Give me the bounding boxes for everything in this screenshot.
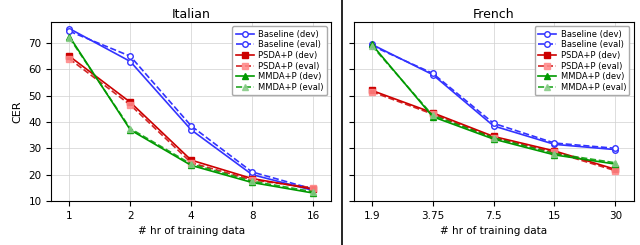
Y-axis label: CER: CER (13, 100, 23, 123)
PSDA+P (eval) (66, 57, 74, 60)
Line: PSDA+P (eval): PSDA+P (eval) (67, 56, 316, 191)
MMDA+P (dev) (611, 163, 619, 166)
PSDA+P (dev) (188, 159, 195, 162)
Line: MMDA+P (eval): MMDA+P (eval) (67, 35, 316, 195)
Line: PSDA+P (dev): PSDA+P (dev) (67, 53, 316, 192)
Baseline (dev) (429, 73, 436, 76)
PSDA+P (dev) (368, 89, 376, 92)
MMDA+P (dev) (368, 43, 376, 46)
Line: PSDA+P (dev): PSDA+P (dev) (369, 88, 618, 172)
Baseline (eval) (188, 124, 195, 127)
MMDA+P (eval) (611, 161, 619, 164)
Baseline (eval) (309, 188, 317, 191)
PSDA+P (dev) (309, 188, 317, 191)
PSDA+P (eval) (490, 136, 497, 139)
MMDA+P (eval) (248, 180, 256, 183)
Baseline (eval) (550, 142, 558, 145)
Line: PSDA+P (eval): PSDA+P (eval) (369, 89, 618, 173)
MMDA+P (dev) (66, 35, 74, 38)
MMDA+P (eval) (429, 114, 436, 117)
Baseline (eval) (248, 171, 256, 173)
Title: Italian: Italian (172, 8, 211, 21)
PSDA+P (eval) (127, 103, 134, 106)
Baseline (dev) (368, 43, 376, 46)
X-axis label: # hr of training data: # hr of training data (138, 226, 244, 236)
Baseline (dev) (550, 143, 558, 146)
MMDA+P (eval) (66, 36, 74, 39)
Baseline (eval) (490, 122, 497, 125)
PSDA+P (eval) (429, 113, 436, 116)
PSDA+P (dev) (490, 135, 497, 138)
MMDA+P (eval) (490, 136, 497, 139)
Baseline (dev) (188, 128, 195, 131)
Baseline (dev) (309, 189, 317, 192)
Baseline (dev) (611, 148, 619, 151)
PSDA+P (dev) (611, 168, 619, 171)
MMDA+P (eval) (127, 127, 134, 130)
MMDA+P (eval) (309, 190, 317, 193)
Baseline (dev) (127, 60, 134, 63)
Baseline (eval) (611, 147, 619, 150)
PSDA+P (eval) (611, 169, 619, 172)
PSDA+P (dev) (127, 101, 134, 104)
Baseline (eval) (429, 72, 436, 75)
MMDA+P (dev) (309, 192, 317, 195)
PSDA+P (eval) (248, 178, 256, 181)
Legend: Baseline (dev), Baseline (eval), PSDA+P (dev), PSDA+P (eval), MMDA+P (dev), MMDA: Baseline (dev), Baseline (eval), PSDA+P … (232, 26, 327, 95)
Baseline (dev) (248, 173, 256, 176)
Line: Baseline (eval): Baseline (eval) (369, 43, 618, 151)
Line: Baseline (eval): Baseline (eval) (67, 28, 316, 192)
MMDA+P (eval) (368, 44, 376, 47)
PSDA+P (dev) (550, 149, 558, 152)
Legend: Baseline (dev), Baseline (eval), PSDA+P (dev), PSDA+P (eval), MMDA+P (dev), MMDA: Baseline (dev), Baseline (eval), PSDA+P … (535, 26, 629, 95)
X-axis label: # hr of training data: # hr of training data (440, 226, 547, 236)
MMDA+P (dev) (429, 115, 436, 118)
Baseline (dev) (490, 124, 497, 127)
PSDA+P (dev) (429, 111, 436, 114)
Baseline (eval) (66, 30, 74, 33)
Line: Baseline (dev): Baseline (dev) (67, 26, 316, 193)
Line: MMDA+P (eval): MMDA+P (eval) (369, 43, 618, 166)
PSDA+P (dev) (248, 177, 256, 180)
PSDA+P (eval) (309, 186, 317, 189)
Baseline (eval) (127, 55, 134, 58)
MMDA+P (eval) (550, 152, 558, 155)
MMDA+P (dev) (127, 128, 134, 131)
Line: Baseline (dev): Baseline (dev) (369, 42, 618, 152)
Baseline (eval) (368, 44, 376, 47)
Title: French: French (473, 8, 515, 21)
Line: MMDA+P (dev): MMDA+P (dev) (67, 34, 316, 196)
MMDA+P (dev) (490, 138, 497, 141)
MMDA+P (dev) (550, 153, 558, 156)
Baseline (dev) (66, 27, 74, 30)
Line: MMDA+P (dev): MMDA+P (dev) (369, 42, 618, 167)
MMDA+P (dev) (188, 164, 195, 167)
PSDA+P (eval) (188, 161, 195, 164)
PSDA+P (eval) (550, 151, 558, 154)
MMDA+P (eval) (188, 163, 195, 166)
PSDA+P (eval) (368, 90, 376, 93)
MMDA+P (dev) (248, 181, 256, 184)
PSDA+P (dev) (66, 55, 74, 58)
